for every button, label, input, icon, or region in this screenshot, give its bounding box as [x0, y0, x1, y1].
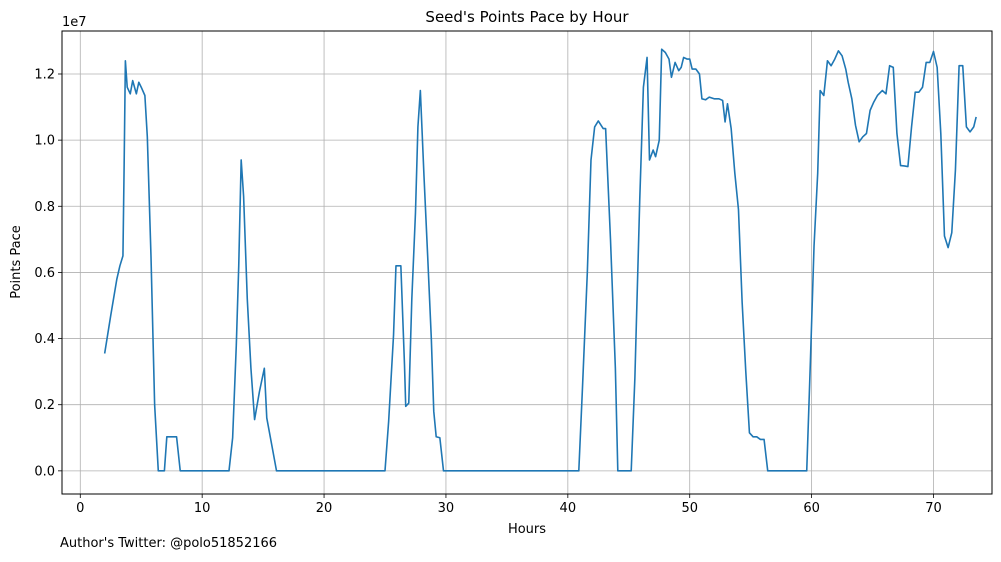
- plot-frame: [61, 30, 993, 495]
- y-tick-label: 0.8: [34, 200, 55, 215]
- series-line: [103, 48, 977, 472]
- y-tick-label: 1.0: [34, 134, 55, 149]
- x-tick-label: 0: [76, 501, 84, 516]
- x-tick-label: 50: [681, 501, 698, 516]
- axis-ticks: 0 10 20 30 40 50 60 70 0.0 0.2 0.4 0.6 0.8 1.0 1.2: [34, 67, 941, 516]
- chart-title: Seed's Points Pace by Hour: [425, 8, 629, 26]
- y-tick-label: 0.6: [34, 266, 55, 281]
- y-tick-label: 0.2: [34, 398, 55, 413]
- x-tick-label: 40: [560, 501, 577, 516]
- y-axis-title: Points Pace: [9, 225, 24, 299]
- y-tick-label: 0.4: [34, 332, 55, 347]
- series-layer: [103, 48, 977, 472]
- y-tick-label: 1.2: [34, 67, 55, 82]
- x-tick-label: 10: [194, 501, 211, 516]
- x-tick-label: 30: [438, 501, 455, 516]
- plot-area-background: [62, 31, 992, 494]
- x-tick-label: 70: [925, 501, 942, 516]
- y-tick-label: 0.0: [34, 464, 55, 479]
- y-axis-scale-label: 1e7: [62, 15, 87, 30]
- author-twitter-note: Author's Twitter: @polo51852166: [60, 536, 278, 551]
- x-axis-title: Hours: [508, 522, 546, 537]
- x-tick-label: 60: [803, 501, 820, 516]
- x-tick-label: 20: [316, 501, 333, 516]
